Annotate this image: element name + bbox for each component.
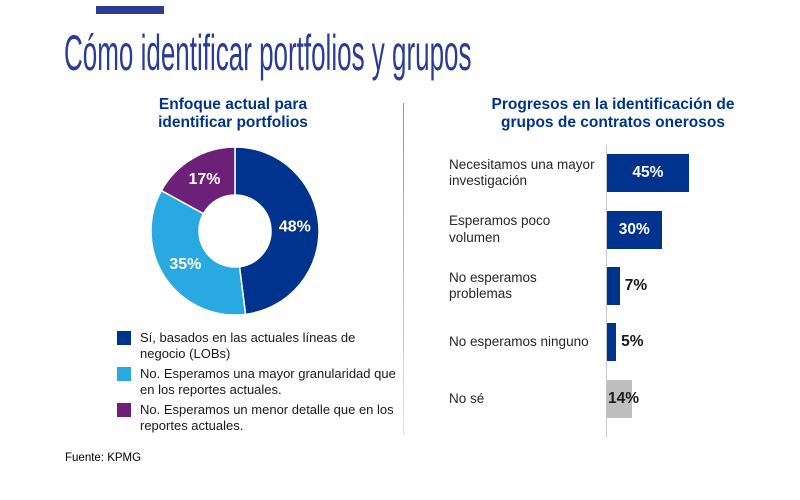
panel-divider [403, 103, 404, 435]
bar-row-label: No esperamos ninguno [449, 334, 589, 350]
bar-row-label: Necesitamos una mayor investigación [449, 157, 595, 189]
bar-value-label: 45% [632, 164, 664, 182]
bar-row: No esperamos ninguno 5% [449, 314, 794, 370]
legend-item: No. Esperamos un menor detalle que en lo… [117, 402, 399, 433]
bar: 5% [607, 323, 644, 362]
bar-value-label: 14% [608, 389, 640, 407]
bar: 45% [607, 154, 689, 193]
bar-row-label: Esperamos poco volumen [449, 213, 551, 245]
donut-legend: Sí, basados en las actuales líneas de ne… [117, 330, 399, 438]
bar-row: Esperamos poco volumen 30% [449, 201, 794, 257]
donut-chart-title-line1: Enfoque actual para [158, 96, 308, 113]
bar: 7% [607, 266, 647, 305]
bar-chart-title-line2: grupos de contratos onerosos [501, 113, 725, 131]
bar: 14% [607, 379, 639, 418]
legend-swatch [117, 403, 131, 417]
legend-label: No. Esperamos un menor detalle que en lo… [140, 402, 394, 433]
legend-label: Sí, basados en las actuales líneas de ne… [140, 330, 356, 361]
donut-slice-label: 17% [188, 171, 220, 188]
bar-row: No esperamos problemas 7% [449, 258, 794, 314]
accent-bar [96, 6, 164, 14]
bar-chart-title-line1: Progresos en la identificación de [491, 96, 735, 113]
donut-slice-label: 48% [279, 219, 311, 236]
donut-slice [160, 146, 236, 215]
bar-value-label: 5% [621, 333, 644, 351]
bar-row-label: No esperamos problemas [449, 269, 537, 301]
donut-chart-title-line2: identificar portfolios [158, 113, 308, 131]
bar-chart-rows: Necesitamos una mayor investigación 45% Es… [449, 145, 794, 427]
legend-swatch [117, 331, 131, 345]
bar-row-label: No sé [449, 390, 485, 406]
donut-slice [234, 146, 320, 316]
bar-chart-axis-line [606, 145, 607, 437]
bar-value-label: 30% [618, 220, 650, 238]
donut-chart-title: Enfoque actual para identificar portfoli… [103, 96, 363, 131]
donut-chart: 48% 35% 17% [150, 146, 320, 316]
bar-chart-title: Progresos en la identificación de grupos… [447, 96, 779, 131]
legend-label: No. Esperamos una mayor granularidad que… [140, 366, 396, 397]
donut-slice [150, 189, 247, 316]
bar-row: No sé 14% [449, 371, 794, 427]
source-note: Fuente: KPMG [65, 452, 142, 464]
donut-slice-label: 35% [169, 256, 201, 273]
bar-row: Necesitamos una mayor investigación 45% [449, 145, 794, 201]
legend-swatch [117, 367, 131, 381]
legend-item: No. Esperamos una mayor granularidad que… [117, 366, 399, 397]
legend-item: Sí, basados en las actuales líneas de ne… [117, 330, 399, 361]
bar-value-label: 7% [624, 276, 648, 294]
page-title: Cómo identificar portfolios y grupos [64, 25, 472, 81]
bar: 30% [607, 210, 662, 249]
